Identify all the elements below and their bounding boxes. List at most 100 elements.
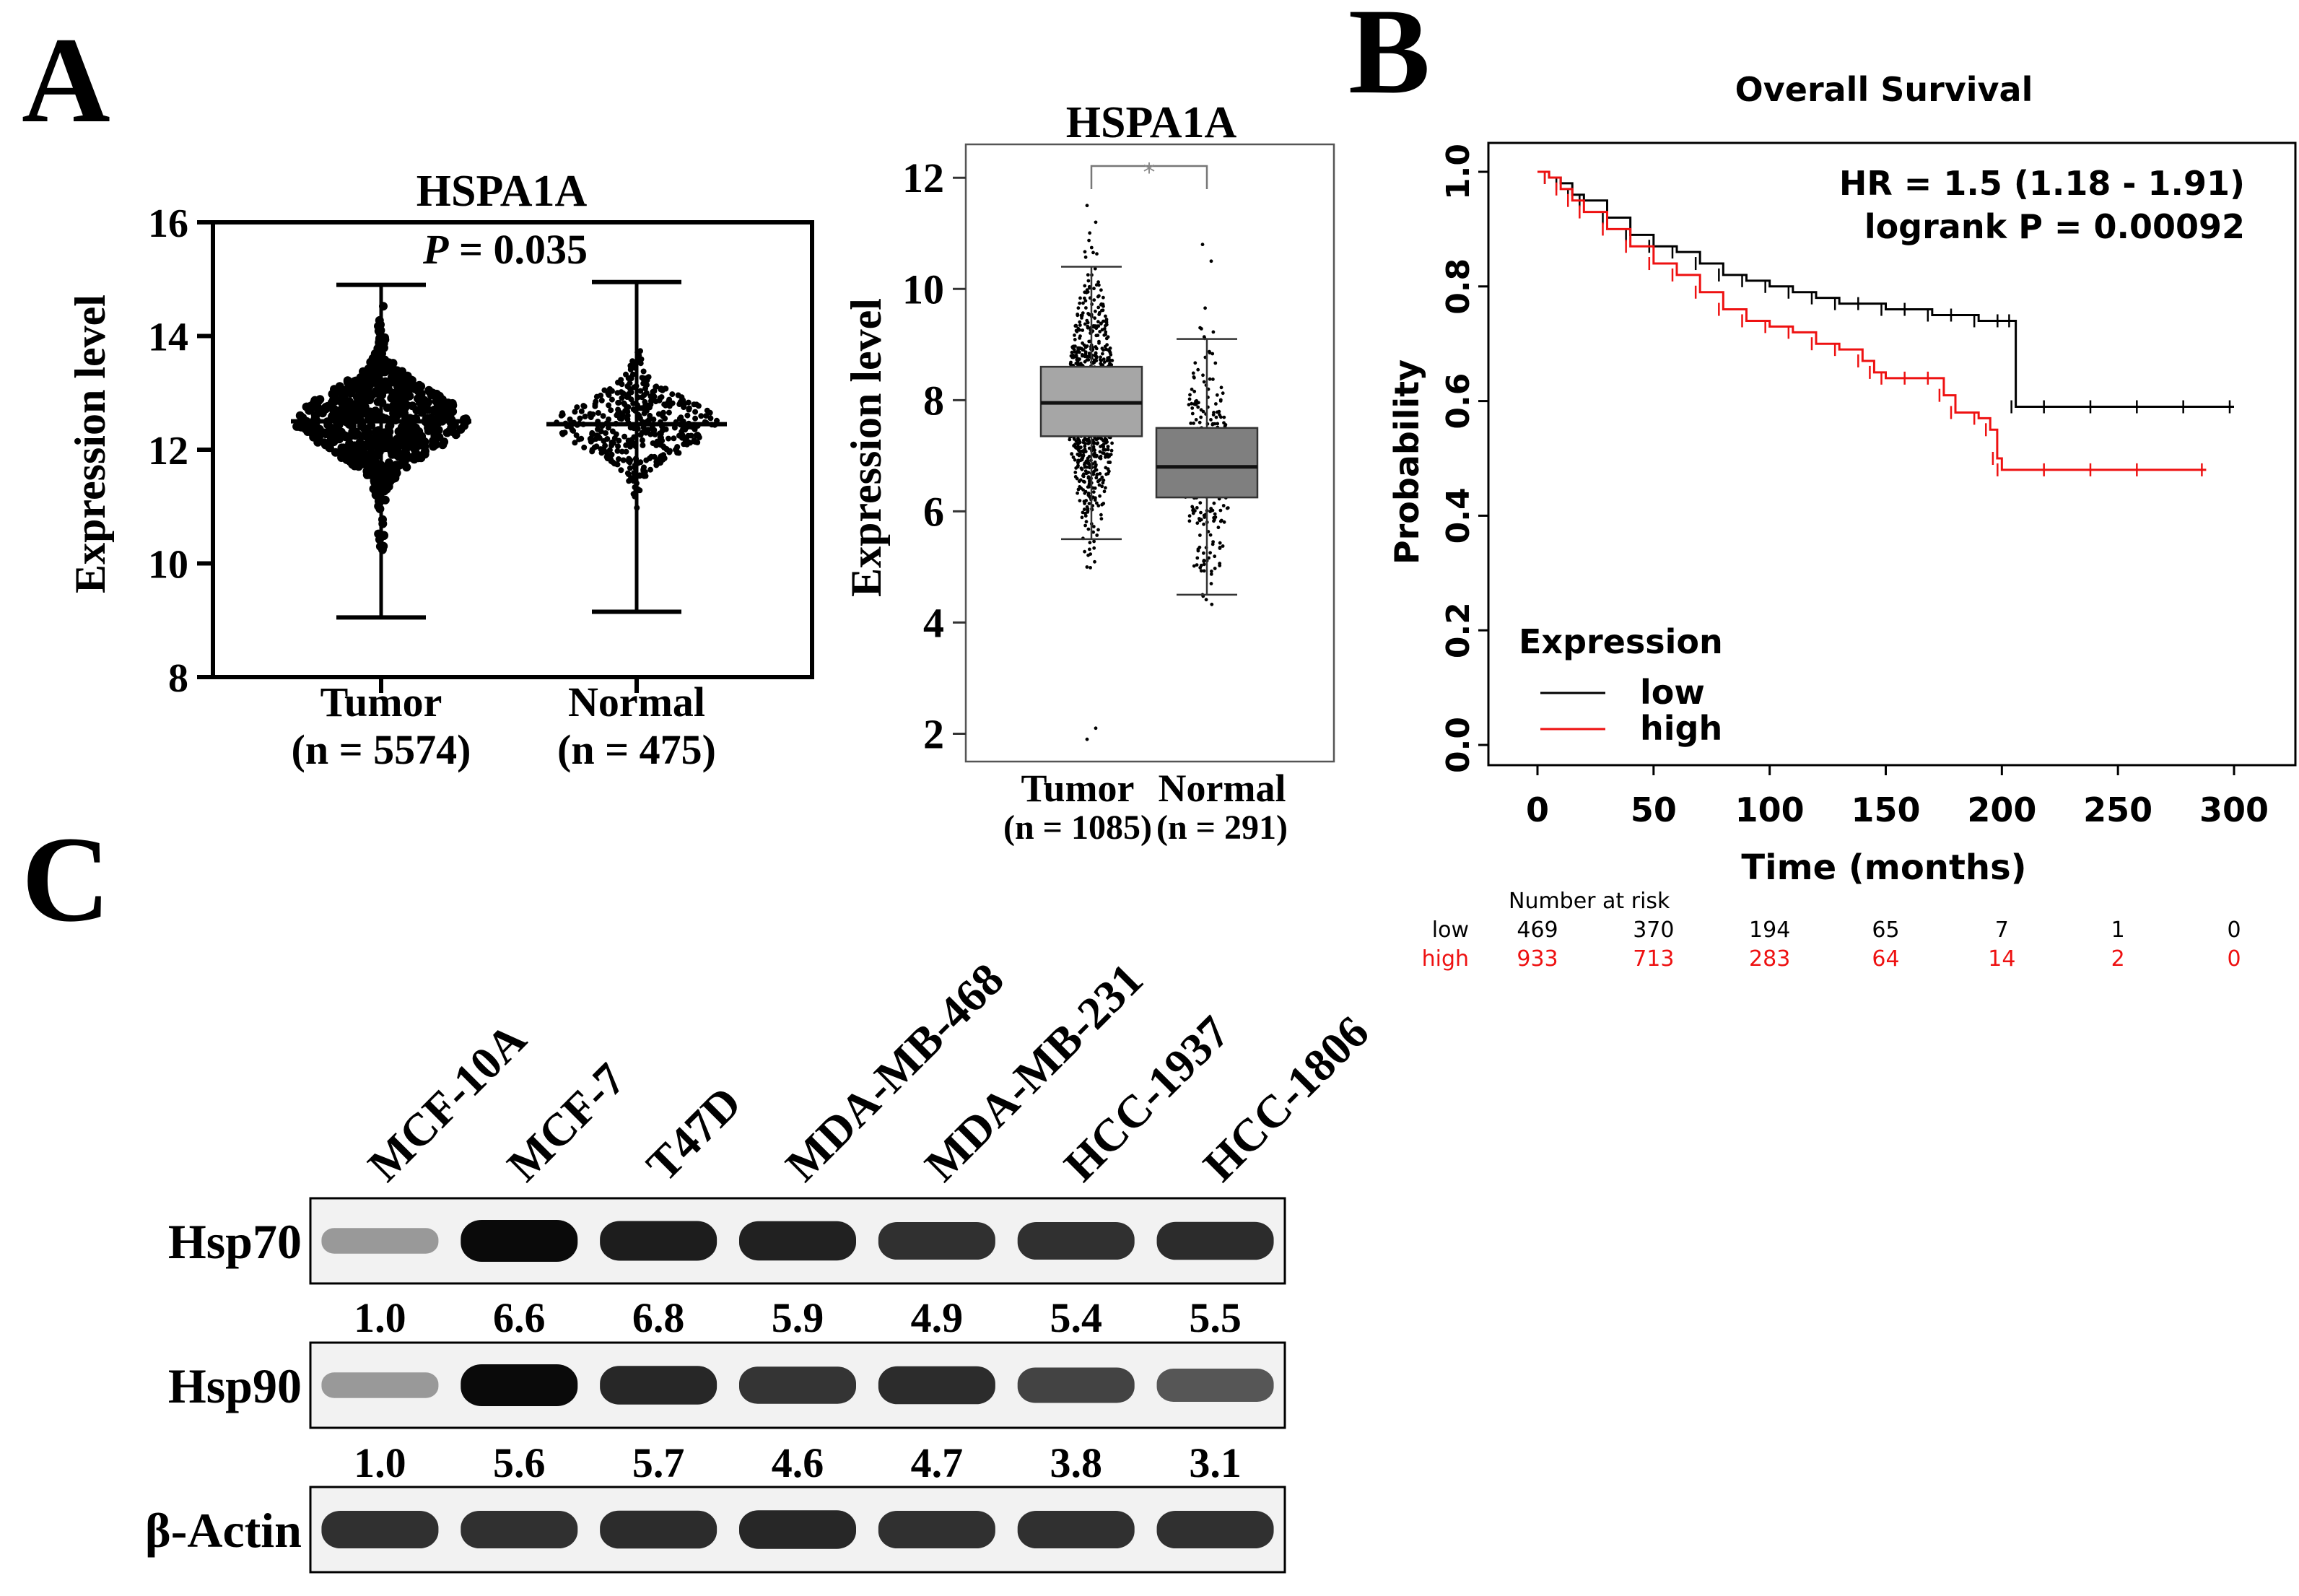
a2-point bbox=[1088, 286, 1091, 290]
a2-significance-star: * bbox=[1143, 158, 1156, 187]
a2-point bbox=[1218, 562, 1222, 565]
a2-point bbox=[1101, 308, 1105, 313]
a2-point bbox=[1099, 517, 1104, 521]
a2-point bbox=[1187, 519, 1192, 523]
a2-point bbox=[1086, 527, 1091, 531]
a1-point bbox=[624, 416, 631, 422]
a2-point bbox=[1099, 322, 1103, 326]
a1-point bbox=[608, 439, 615, 445]
a1-point bbox=[310, 411, 320, 420]
a2-point bbox=[1219, 385, 1223, 390]
a1-whiskers bbox=[291, 279, 727, 693]
a2-point bbox=[1088, 541, 1092, 545]
a1-point bbox=[427, 425, 436, 435]
a1-point bbox=[627, 465, 633, 471]
b-x-tick-label: 0 bbox=[1526, 790, 1549, 829]
a2-point bbox=[1073, 442, 1077, 446]
a2-point bbox=[1099, 362, 1103, 366]
a2-point bbox=[1109, 448, 1114, 453]
a2-y-ticks: 2 4 6 8 10 12 bbox=[902, 154, 966, 757]
a1-point bbox=[707, 415, 714, 422]
a1-point bbox=[642, 473, 649, 479]
a1-point bbox=[335, 382, 344, 391]
a2-point bbox=[1096, 280, 1100, 284]
a2-point bbox=[1087, 479, 1091, 483]
b-risk-value: 14 bbox=[1988, 946, 2015, 972]
a1-point bbox=[327, 398, 336, 407]
a2-point bbox=[1099, 454, 1103, 458]
a1-point bbox=[598, 397, 605, 404]
a1-point bbox=[410, 432, 419, 441]
a2-point bbox=[1218, 546, 1222, 550]
a2-point bbox=[1203, 515, 1207, 519]
a1-point bbox=[666, 435, 671, 442]
a2-point bbox=[1108, 362, 1112, 365]
a2-point bbox=[1087, 339, 1091, 344]
a1-point bbox=[400, 456, 409, 466]
a2-point bbox=[1199, 569, 1203, 573]
a2-point bbox=[1100, 475, 1104, 479]
c-protein-label: β-Actin bbox=[145, 1503, 302, 1558]
b-y-tick-label: 0.0 bbox=[1440, 717, 1477, 773]
a1-point bbox=[370, 453, 380, 462]
a2-point bbox=[1079, 453, 1083, 457]
panel-letter-b: B bbox=[1348, 0, 1430, 119]
a1-point bbox=[389, 409, 398, 418]
a1-point bbox=[592, 403, 598, 409]
a2-point bbox=[1202, 335, 1206, 339]
c-band bbox=[1017, 1222, 1135, 1260]
a2-point bbox=[1087, 352, 1091, 355]
a2-point bbox=[1209, 572, 1213, 576]
c-band bbox=[878, 1222, 995, 1260]
a2-plot-frame bbox=[964, 143, 1335, 763]
a1-point bbox=[371, 467, 380, 476]
a1-point bbox=[601, 387, 608, 393]
a2-point bbox=[1091, 445, 1096, 450]
a2-point bbox=[1210, 602, 1214, 606]
a1-point bbox=[671, 435, 677, 442]
a2-point bbox=[1073, 471, 1078, 474]
a2-point bbox=[1194, 399, 1198, 404]
a2-point bbox=[1081, 450, 1086, 455]
a2-point bbox=[1093, 465, 1097, 469]
c-quant-value: 3.8 bbox=[1050, 1439, 1102, 1486]
b-y-tick-label: 1.0 bbox=[1440, 144, 1477, 200]
a1-point bbox=[603, 430, 608, 436]
a2-point bbox=[1078, 486, 1082, 490]
a1-point bbox=[381, 362, 391, 371]
a1-point bbox=[648, 453, 655, 460]
a2-point bbox=[1198, 545, 1202, 549]
a1-point bbox=[381, 443, 391, 453]
a2-point bbox=[1081, 455, 1085, 460]
a2-point bbox=[1083, 284, 1087, 288]
a2-point bbox=[1078, 323, 1082, 327]
a2-point bbox=[1196, 405, 1200, 409]
c-lane-label: T47D bbox=[637, 1077, 751, 1191]
a2-point bbox=[1096, 324, 1101, 328]
b-legend: Expression low high bbox=[1519, 622, 1723, 748]
a2-point bbox=[1200, 327, 1203, 331]
b-ticks: 0 50 100 150 200 250 300 0.0 0.2 0.4 0.6 0.8 1.0 bbox=[1440, 144, 2269, 829]
a1-point bbox=[451, 430, 461, 440]
a2-point bbox=[1210, 570, 1213, 573]
a2-point bbox=[1073, 338, 1077, 341]
a2-point bbox=[1195, 506, 1199, 510]
a1-point bbox=[359, 446, 367, 455]
a2-outlier-point bbox=[1094, 220, 1098, 224]
a2-point bbox=[1093, 498, 1097, 502]
a2-point bbox=[1074, 439, 1078, 443]
a2-point bbox=[1091, 530, 1095, 534]
a1-points bbox=[292, 302, 720, 554]
a2-y-tick-label: 6 bbox=[923, 488, 944, 535]
a1-point bbox=[615, 379, 621, 385]
a1-point bbox=[437, 408, 447, 417]
a1-point bbox=[328, 424, 338, 433]
a2-point bbox=[1196, 367, 1200, 372]
a1-point bbox=[666, 396, 673, 403]
a2-point bbox=[1222, 415, 1226, 419]
a2-point bbox=[1096, 320, 1100, 324]
b-risk-title: Number at risk bbox=[1509, 889, 1670, 914]
a2-point bbox=[1083, 514, 1088, 518]
a2-point bbox=[1214, 402, 1218, 406]
a1-point bbox=[598, 446, 604, 453]
